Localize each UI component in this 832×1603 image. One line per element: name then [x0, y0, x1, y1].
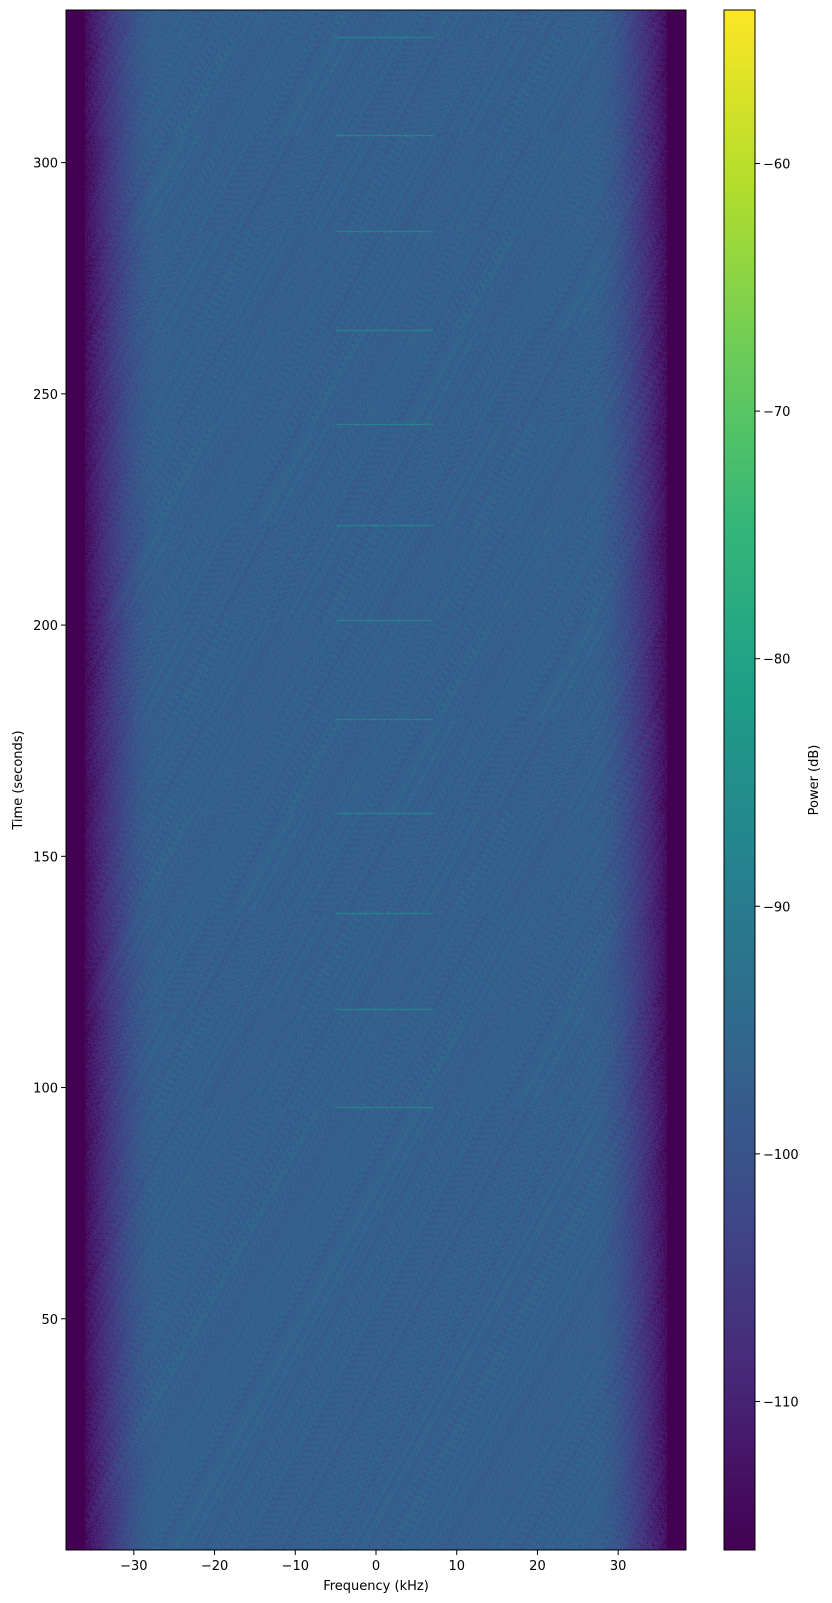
colorbar-tick-label: −70 — [763, 405, 790, 420]
colorbar-tick-label: −80 — [763, 653, 790, 668]
x-tick-label: −10 — [282, 1559, 309, 1574]
colorbar — [724, 10, 755, 1550]
y-tick-label: 300 — [33, 157, 58, 172]
colorbar-tick-label: −100 — [763, 1148, 799, 1163]
y-tick-label: 200 — [33, 619, 58, 634]
x-tick-label: −30 — [120, 1559, 147, 1574]
x-tick-label: 10 — [448, 1559, 465, 1574]
x-tick-label: 20 — [529, 1559, 546, 1574]
y-axis-label: Time (seconds) — [11, 730, 26, 830]
y-tick-label: 250 — [33, 388, 58, 403]
x-tick-label: 0 — [372, 1559, 380, 1574]
x-axis-label: Frequency (kHz) — [323, 1579, 429, 1594]
colorbar-label: Power (dB) — [807, 745, 822, 816]
x-tick-label: 30 — [610, 1559, 627, 1574]
spectrogram-heatmap — [66, 10, 686, 1550]
y-tick-label: 150 — [33, 850, 58, 865]
colorbar-tick-label: −90 — [763, 900, 790, 915]
colorbar-frame — [723, 9, 756, 1551]
x-tick-label: −20 — [201, 1559, 228, 1574]
colorbar-tick-label: −60 — [763, 158, 790, 173]
y-tick-label: 100 — [33, 1082, 58, 1097]
plot-frame — [65, 9, 687, 1551]
colorbar-tick-label: −110 — [763, 1395, 799, 1410]
y-tick-label: 50 — [41, 1313, 58, 1328]
